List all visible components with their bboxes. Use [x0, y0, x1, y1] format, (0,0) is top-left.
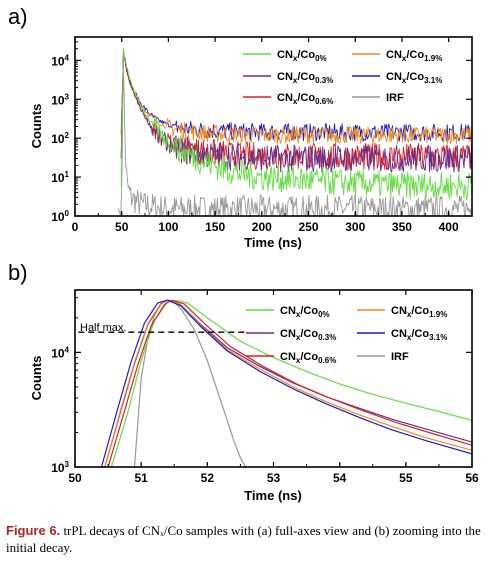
- panel-b-series-co19: [104, 299, 472, 467]
- panel-b-xtick-label: 52: [201, 471, 215, 485]
- panel-a-xtick-label: 250: [299, 220, 319, 234]
- panel-a-legend-label-co06: CNx/Co0.6%: [277, 92, 333, 106]
- panel-a-ticks: 0 50 100 150 200 250 300 350 400 100 101 102 103 104: [51, 36, 473, 234]
- panel-b-legend-label-irf: IRF: [391, 351, 409, 363]
- panel-b-legend-label-co31: CNx/Co3.1%: [391, 328, 447, 342]
- panel-a-ytick-label: 102: [51, 131, 69, 146]
- panel-b-ytick-label: 104: [51, 345, 69, 360]
- panel-b-xtick-label: 56: [465, 471, 479, 485]
- panel-b-legend: CNx/Co0% CNx/Co1.9% CNx/Co0.3% CNx/Co3.1% CN…: [246, 305, 447, 365]
- panel-a: a) Counts Time (ns) 0 50 100 150 200 250 300 35…: [8, 4, 473, 250]
- panel-a-legend-label-co0: CNx/Co0%: [277, 49, 327, 63]
- panel-a-xtick-label: 400: [439, 220, 459, 234]
- panel-b-letter: b): [8, 260, 28, 285]
- panel-b-series-co06: [107, 299, 472, 467]
- panel-a-ylabel: Counts: [29, 104, 44, 149]
- half-max-label: Half max.: [80, 322, 126, 334]
- panel-a-legend: CNx/Co0% CNx/Co1.9% CNx/Co0.3% CNx/Co3.1% CN…: [243, 49, 442, 106]
- panel-b-xlabel: Time (ns): [244, 488, 302, 503]
- panel-a-ytick-label: 104: [51, 53, 69, 68]
- panel-b-ytick-label: 103: [51, 460, 69, 475]
- figure-caption: Figure 6. trPL decays of CNₓ/Co samples …: [6, 522, 496, 556]
- panel-a-ytick-label: 101: [51, 170, 69, 185]
- panel-b-series-co03: [104, 299, 472, 467]
- panel-b-ylabel: Counts: [29, 356, 44, 401]
- panel-a-series-co0: [120, 47, 472, 201]
- panel-a-xtick-label: 300: [345, 220, 365, 234]
- panel-a-legend-label-co31: CNx/Co3.1%: [386, 71, 442, 85]
- panel-b-xtick-label: 53: [267, 471, 281, 485]
- panel-a-series-irf: [117, 49, 472, 216]
- panel-b-ticks: 50 51 52 53 54 55 56 103 104: [51, 290, 479, 485]
- panel-a-letter: a): [8, 4, 28, 29]
- panel-b: b) Counts Time (ns) Half max. 50 51 52 53 54…: [8, 260, 479, 503]
- panel-b-xtick-label: 54: [333, 471, 347, 485]
- panel-a-xtick-label: 100: [158, 220, 178, 234]
- panel-a-ytick-label: 103: [51, 92, 69, 107]
- panel-a-xtick-label: 50: [115, 220, 129, 234]
- panel-a-xtick-label: 350: [392, 220, 412, 234]
- caption-text: trPL decays of CNₓ/Co samples with (a) f…: [6, 523, 481, 555]
- panel-b-legend-label-co06: CNx/Co0.6%: [280, 351, 336, 365]
- panel-a-xtick-label: 0: [72, 220, 79, 234]
- panel-b-legend-label-co03: CNx/Co0.3%: [280, 328, 336, 342]
- panel-b-series-co31: [100, 299, 472, 467]
- panel-a-legend-label-irf: IRF: [386, 92, 404, 104]
- panel-a-legend-label-co19: CNx/Co1.9%: [386, 49, 442, 63]
- panel-b-legend-label-co0: CNx/Co0%: [280, 305, 330, 319]
- panel-b-series-co0: [110, 299, 472, 467]
- panel-a-legend-label-co03: CNx/Co0.3%: [277, 71, 333, 85]
- panel-b-xtick-label: 55: [399, 471, 413, 485]
- panel-b-series-group: [100, 299, 472, 467]
- panel-a-ytick-label: 100: [51, 209, 69, 224]
- panel-a-series-group: [117, 47, 472, 216]
- panel-b-xtick-label: 50: [68, 471, 82, 485]
- panel-a-xtick-label: 150: [205, 220, 225, 234]
- figure: a) Counts Time (ns) 0 50 100 150 200 250 300 35…: [8, 4, 479, 503]
- panel-a-xtick-label: 200: [252, 220, 272, 234]
- caption-label: Figure 6.: [6, 523, 61, 538]
- panel-b-legend-label-co19: CNx/Co1.9%: [391, 305, 447, 319]
- panel-b-xtick-label: 51: [134, 471, 148, 485]
- panel-a-series-co19: [120, 50, 472, 145]
- panel-a-xlabel: Time (ns): [244, 235, 302, 250]
